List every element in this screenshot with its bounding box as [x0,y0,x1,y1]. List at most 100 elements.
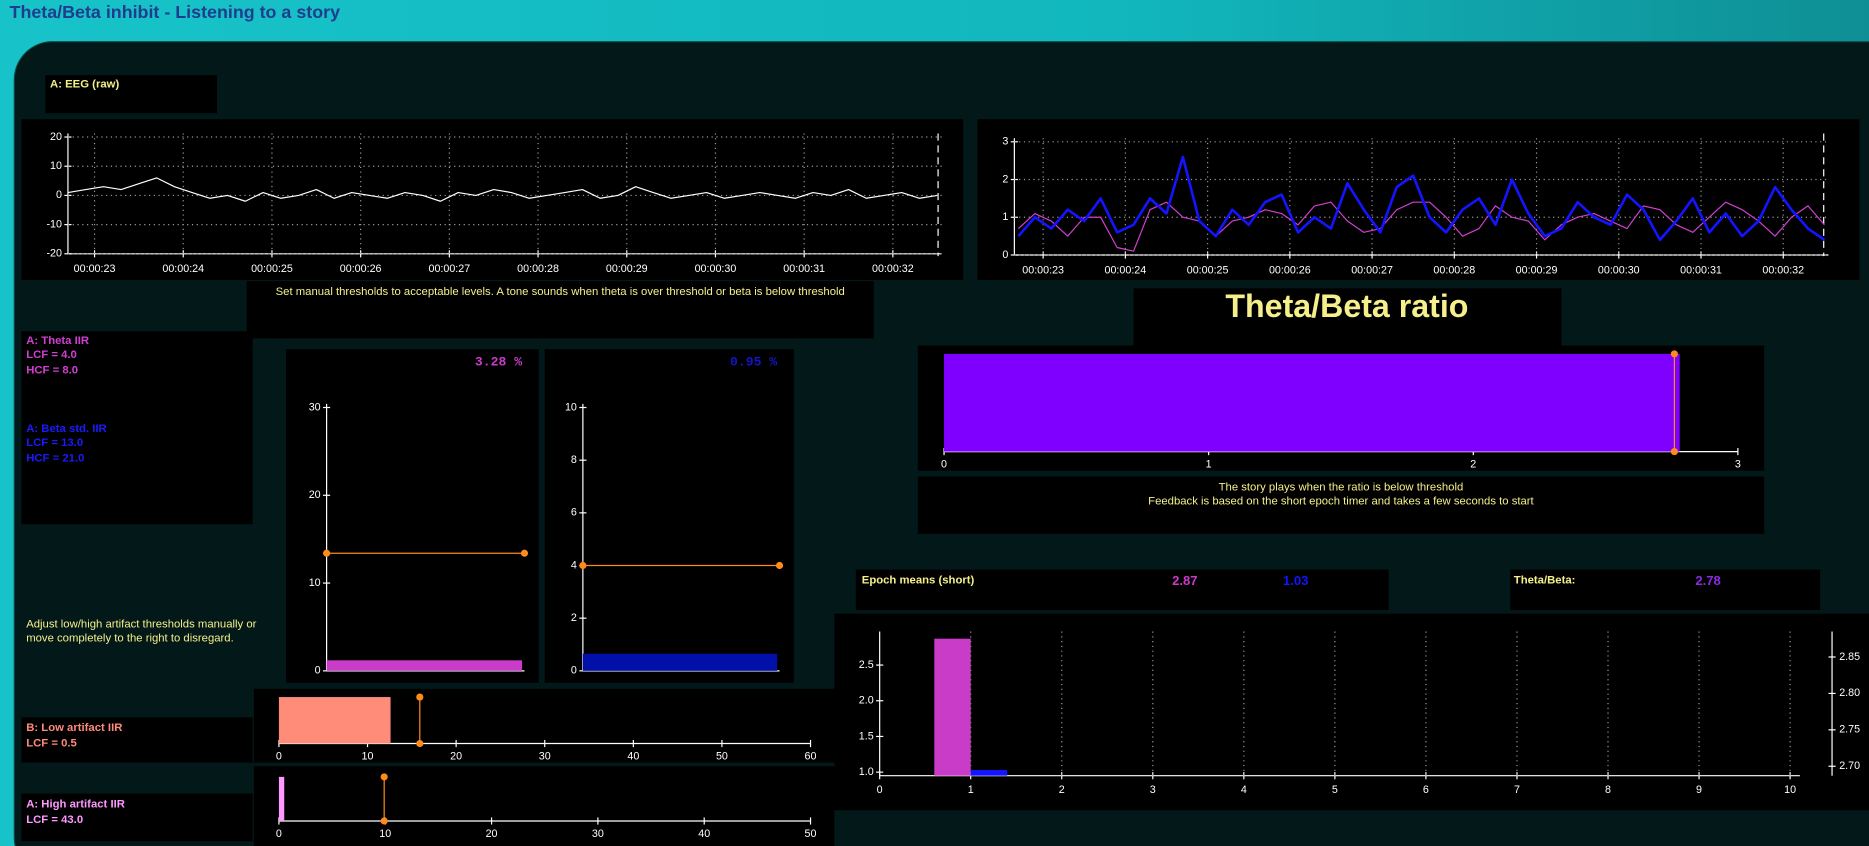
x-tick-label: 10 [1784,784,1796,796]
bar [582,653,778,671]
y-tick-label: 8 [571,454,577,466]
x-tick-label: 3 [1735,459,1741,471]
trace [1018,201,1825,252]
filter-label: HCF = 21.0 [26,453,84,465]
x-tick-label: 1 [1206,459,1212,471]
y-tick-label: 0 [1002,249,1008,261]
panel [21,793,253,842]
filter-label: HCF = 8.0 [26,365,78,377]
y-tick-label: 2.5 [859,659,874,671]
epoch-ratio: 2.78 [1695,573,1720,588]
x-tick-label: 8 [1605,784,1611,796]
filter-label: LCF = 4.0 [26,349,77,361]
x-tick-label: 0 [276,828,282,840]
x-tick-label: 40 [627,750,639,762]
x-tick-label: 3 [1150,784,1156,796]
artifact-note: Adjust low/high artifact thresholds manu… [26,618,256,630]
x-tick-label: 00:00:26 [340,263,382,275]
panel [253,766,835,846]
threshold-handle [323,549,331,557]
x-tick-label: 00:00:23 [1022,264,1064,276]
y-tick-label: 20 [309,489,321,501]
x-tick-label: 60 [805,750,817,762]
x-tick-label: 00:00:23 [74,263,116,275]
ratio-note: The story plays when the ratio is below … [1219,481,1464,493]
threshold-handle [1670,350,1678,358]
y-tick-label: 10 [565,401,577,413]
y-tick-label: -10 [46,218,62,230]
y-tick-label: 1.5 [859,730,874,742]
x-tick-label: 40 [698,828,710,840]
y-tick-label: 20 [50,131,62,143]
epoch-theta: 2.87 [1172,573,1197,588]
y-tick-label: 1.0 [859,766,874,778]
bar [278,776,285,821]
x-tick-label: 00:00:32 [1762,264,1804,276]
x-tick-label: 20 [486,828,498,840]
x-tick-label: 0 [877,784,883,796]
y-tick-label: 2 [571,612,577,624]
x-tick-label: 20 [450,750,462,762]
bar [278,697,391,744]
x-tick-label: 30 [592,828,604,840]
filter-label: A: Theta IIR [26,335,89,347]
x-tick-label: 10 [362,750,374,762]
x-tick-label: 00:00:27 [1351,264,1393,276]
x-tick-label: 9 [1696,784,1702,796]
y-tick-label: 30 [309,401,321,413]
artifact-note: move completely to the right to disregar… [26,633,234,645]
epoch-beta: 1.03 [1283,573,1308,588]
x-tick-label: 0 [941,459,947,471]
y-tick-label: 10 [309,577,321,589]
threshold-handle [1670,448,1678,456]
y2-tick-label: 2.70 [1839,760,1860,772]
x-tick-label: 00:00:25 [1187,264,1229,276]
window-title: Theta/Beta inhibit - Listening to a stor… [10,2,341,22]
filter-label: A: Beta std. IIR [26,423,106,435]
filter-label: LCF = 43.0 [26,814,83,826]
panel [286,349,539,683]
y-tick-label: 3 [1002,136,1008,148]
x-tick-label: 2 [1470,459,1476,471]
bar [326,660,523,671]
readout: 3.28 % [475,355,522,370]
y2-tick-label: 2.85 [1839,651,1860,663]
x-tick-label: 50 [716,750,728,762]
y-tick-label: 0 [56,189,62,201]
panel [834,613,1869,811]
panel [246,281,874,339]
x-tick-label: 30 [539,750,551,762]
x-tick-label: 00:00:29 [606,263,648,275]
threshold-handle [416,739,424,748]
y2-tick-label: 2.75 [1839,724,1860,736]
x-tick-label: 50 [805,828,817,840]
y-tick-label: 0 [571,665,577,677]
instructions: Set manual thresholds to acceptable leve… [276,286,845,298]
panel [1133,288,1562,356]
x-tick-label: 00:00:30 [695,263,737,275]
x-tick-label: 10 [379,828,391,840]
y2-tick-label: 2.80 [1839,687,1860,699]
ratio-title: Theta/Beta ratio [1225,288,1468,324]
panel [977,119,1860,281]
x-tick-label: 00:00:24 [1105,264,1147,276]
y-tick-label: 4 [571,559,577,571]
filter-label: A: High artifact IIR [26,798,125,810]
bar [934,638,971,776]
x-tick-label: 00:00:28 [517,263,559,275]
x-tick-label: 00:00:28 [1433,264,1475,276]
threshold-handle [416,693,424,701]
x-tick-label: 2 [1059,784,1065,796]
readout: 0.95 % [730,355,777,370]
panel [544,349,794,683]
x-tick-label: 00:00:32 [872,263,914,275]
trace [1017,155,1826,242]
y-tick-label: 1 [1002,211,1008,223]
threshold-handle [380,773,388,781]
ratio-note: Feedback is based on the short epoch tim… [1148,496,1534,508]
panel [917,476,1765,534]
y-tick-label: 2 [1002,173,1008,185]
filter-label: B: Low artifact IIR [26,722,122,734]
panel [1510,569,1821,611]
